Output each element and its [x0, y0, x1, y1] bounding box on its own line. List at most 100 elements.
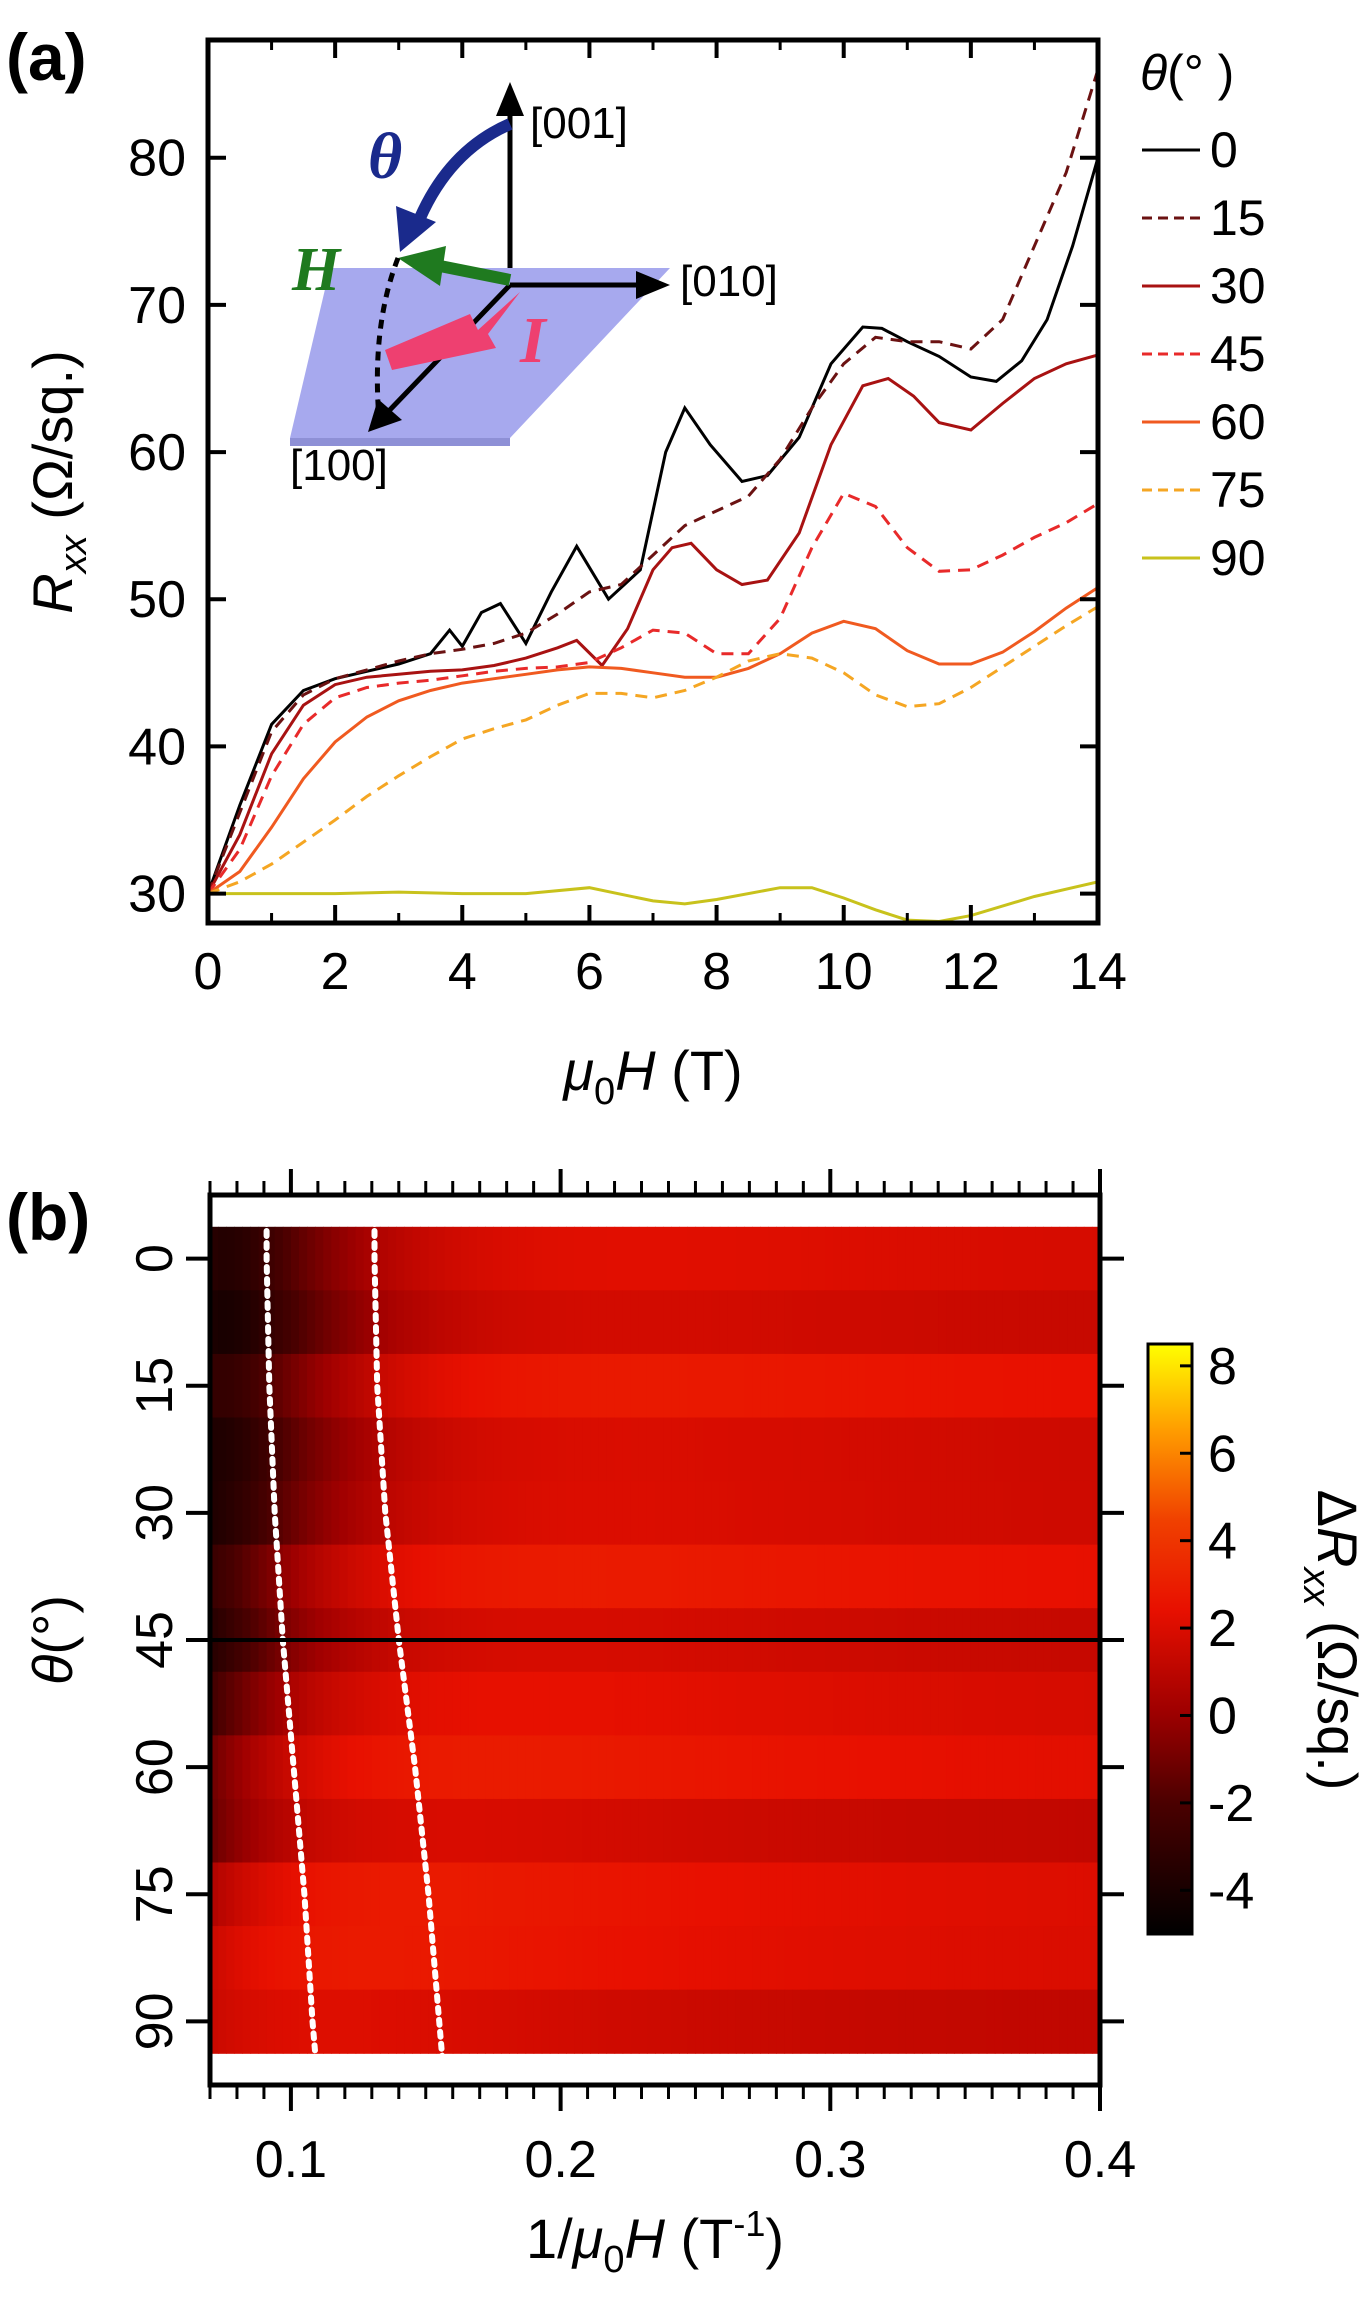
heatmap-cell	[274, 1353, 284, 1419]
heatmap-cell	[1043, 1989, 1053, 2054]
heatmap-cell	[307, 1862, 316, 1927]
heatmap-cell	[1091, 1862, 1100, 1927]
heatmap-cell	[226, 1989, 235, 2054]
heatmap-cell	[663, 1671, 672, 1736]
heatmap-cell	[986, 1798, 996, 1864]
heatmap-cell	[549, 1989, 559, 2054]
heatmap-cell	[339, 1290, 349, 1355]
heatmap-cell	[687, 1989, 697, 2054]
heatmap-cell	[242, 1671, 252, 1736]
heatmap-cell	[307, 1353, 316, 1419]
heatmap-cell	[485, 1353, 494, 1419]
heatmap-cell	[816, 1989, 826, 2054]
heatmap-cell	[1002, 1735, 1012, 1800]
heatmap-cell	[1002, 1481, 1012, 1546]
heatmap-cell	[331, 1417, 341, 1482]
heatmap-cell	[234, 1226, 243, 1291]
heatmap-cell	[719, 1798, 729, 1864]
x-axis-h: H	[624, 2207, 665, 2270]
heatmap-cell	[452, 1417, 462, 1482]
heatmap-cell	[355, 1862, 365, 1927]
heatmap-cell	[436, 1417, 446, 1482]
heatmap-cell	[1019, 1798, 1028, 1864]
heatmap-cell	[808, 1862, 818, 1927]
heatmap-cell	[1035, 1671, 1044, 1736]
heatmap-cell	[282, 1798, 292, 1864]
heatmap-cell	[1091, 1290, 1100, 1355]
heatmap-cell	[703, 1989, 713, 2054]
heatmap-cell	[881, 1481, 891, 1546]
heatmap-cell	[388, 1926, 397, 1991]
heatmap-cell	[881, 1671, 891, 1736]
heatmap-cell	[841, 1353, 850, 1419]
heatmap-cell	[719, 1226, 729, 1291]
heatmap-cell	[978, 1862, 988, 1927]
heatmap-cell	[226, 1926, 235, 1991]
heatmap-cell	[760, 1290, 769, 1355]
heatmap-cell	[574, 1226, 583, 1291]
heatmap-cell	[582, 1862, 591, 1927]
heatmap-cell	[525, 1226, 535, 1291]
heatmap-cell	[533, 1862, 543, 1927]
heatmap-cell	[768, 1226, 777, 1291]
heatmap-cell	[379, 1544, 389, 1609]
heatmap-cell	[1011, 1798, 1020, 1864]
heatmap-cell	[703, 1926, 713, 1991]
heatmap-cell	[703, 1226, 713, 1291]
heatmap-cell	[679, 1417, 688, 1482]
heatmap-cell	[549, 1353, 559, 1419]
heatmap-cell	[1011, 1989, 1020, 2054]
y-axis-unit: (°)	[21, 1595, 84, 1655]
heatmap-cell	[501, 1226, 510, 1291]
heatmap-cell	[784, 1989, 794, 2054]
heatmap-cell	[744, 1735, 753, 1800]
heatmap-cell	[396, 1481, 405, 1546]
heatmap-cell	[744, 1671, 753, 1736]
heatmap-cell	[355, 1481, 365, 1546]
heatmap-cell	[436, 1226, 446, 1291]
heatmap-cell	[679, 1926, 688, 1991]
heatmap-cell	[582, 1544, 591, 1609]
heatmap-cell	[719, 1926, 729, 1991]
heatmap-cell	[468, 1798, 478, 1864]
heatmap-cell	[363, 1481, 373, 1546]
heatmap-cell	[242, 1353, 252, 1419]
heatmap-cell	[849, 1417, 858, 1482]
heatmap-cell	[857, 1798, 866, 1864]
heatmap-cell	[339, 1735, 349, 1800]
heatmap-cell	[501, 1862, 510, 1927]
heatmap-cell	[881, 1798, 891, 1864]
heatmap-cell	[493, 1798, 502, 1864]
heatmap-cell	[614, 1671, 624, 1736]
heatmap-cell	[679, 1481, 688, 1546]
heatmap-cell	[687, 1798, 697, 1864]
heatmap-cell	[290, 1226, 300, 1291]
heatmap-cell	[833, 1226, 842, 1291]
heatmap-cell	[679, 1544, 688, 1609]
heatmap-cell	[323, 1481, 332, 1546]
heatmap-cell	[379, 1926, 389, 1991]
heatmap-cell	[1051, 1290, 1061, 1355]
heatmap-cell	[460, 1290, 470, 1355]
heatmap-cell	[808, 1226, 818, 1291]
heatmap-cell	[752, 1226, 761, 1291]
heatmap-cell	[1083, 1671, 1093, 1736]
heatmap-cell	[315, 1735, 324, 1800]
heatmap-cell	[930, 1989, 939, 2054]
heatmap-cell	[379, 1290, 389, 1355]
heatmap-cell	[307, 1544, 316, 1609]
heatmap-cell	[703, 1290, 713, 1355]
heatmap-cell	[606, 1798, 616, 1864]
heatmap-cell	[371, 1544, 381, 1609]
heatmap-cell	[290, 1671, 300, 1736]
heatmap-cell	[1035, 1417, 1044, 1482]
heatmap-cell	[331, 1353, 341, 1419]
heatmap-cell	[509, 1417, 519, 1482]
heatmap-cell	[703, 1862, 713, 1927]
heatmap-cell	[744, 1544, 753, 1609]
heatmap-cell	[549, 1735, 559, 1800]
heatmap-cell	[485, 1798, 494, 1864]
heatmap-cell	[250, 1481, 260, 1546]
heatmap-cell	[857, 1290, 866, 1355]
heatmap-cell	[857, 1671, 866, 1736]
